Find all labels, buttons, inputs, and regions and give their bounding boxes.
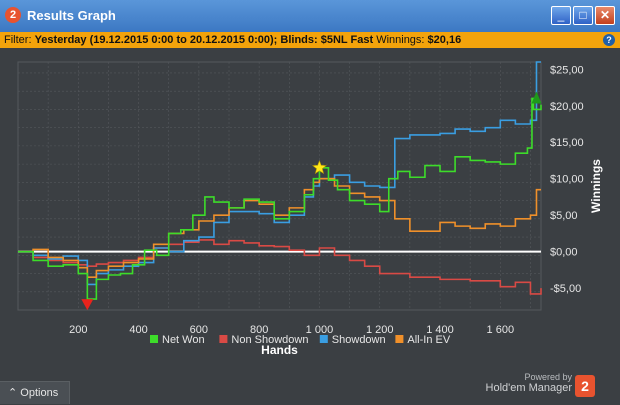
y-tick-label: $0,00 [550, 247, 578, 259]
options-button[interactable]: ⌃ Options [0, 381, 70, 404]
series-line-net-won [18, 97, 542, 300]
plot-area [17, 61, 542, 311]
filter-winnings-label: Winnings: [376, 34, 425, 46]
x-tick-label: 600 [190, 324, 208, 336]
filter-blinds: Blinds: $5NL Fast [280, 34, 374, 46]
y-tick-label: $25,00 [550, 64, 584, 76]
app-logo-icon: 2 [5, 7, 21, 23]
x-tick-label: 800 [250, 324, 268, 336]
x-tick-label: 400 [129, 324, 147, 336]
filter-winnings-value: $20,16 [427, 34, 462, 46]
window-title: Results Graph [27, 8, 116, 23]
x-tick-label: 1 200 [366, 324, 394, 336]
title-bar: 2 Results Graph _ □ ✕ [0, 0, 620, 32]
legend-label: Net Won [162, 334, 205, 346]
y-tick-label: $15,00 [550, 137, 584, 149]
options-label: Options [20, 387, 59, 399]
legend-swatch [319, 335, 328, 343]
x-axis-label: Hands [261, 343, 298, 357]
y-tick-label: $20,00 [550, 101, 584, 113]
series-line-non-showdown [18, 239, 542, 295]
filter-bar: Filter: Yesterday (19.12.2015 0:00 to 20… [0, 32, 620, 48]
series-line-all-in-ev [18, 177, 541, 278]
brand-name: Hold'em Manager [485, 382, 572, 394]
filter-date-range: Yesterday (19.12.2015 0:00 to 20.12.2015… [34, 34, 278, 46]
legend-label: All-In EV [407, 334, 450, 346]
max-marker [312, 159, 327, 175]
legend-swatch [150, 335, 158, 343]
x-tick-label: 1 600 [487, 324, 515, 336]
min-marker [81, 299, 94, 311]
brand-logo-icon: 2 [575, 375, 595, 397]
legend-label: Showdown [332, 334, 386, 346]
help-icon[interactable]: ? [603, 34, 615, 46]
x-tick-label: 1 400 [426, 324, 454, 336]
y-tick-label: $5,00 [550, 210, 578, 222]
close-button[interactable]: ✕ [595, 6, 615, 25]
y-axis-label: Winnings [589, 159, 603, 213]
filter-prefix: Filter: [4, 34, 32, 46]
x-tick-label: 200 [69, 324, 87, 336]
legend-swatch [395, 335, 404, 343]
minimize-button[interactable]: _ [551, 6, 571, 25]
legend-label: Non Showdown [231, 334, 308, 346]
y-tick-label: -$5,00 [550, 283, 581, 295]
y-tick-label: $10,00 [550, 174, 584, 186]
powered-by-label: Powered by [524, 372, 572, 382]
chevron-up-icon: ⌃ [8, 387, 18, 399]
maximize-button[interactable]: □ [573, 6, 593, 25]
x-tick-label: 1 000 [306, 324, 334, 336]
results-chart: 200 400 600 800 1 000 1 200 1 400 1 600 -$5,00 $0… [17, 61, 603, 357]
brand-text: Powered by Hold'em Manager [486, 372, 572, 394]
legend-swatch [219, 335, 228, 343]
end-marker [531, 91, 542, 104]
